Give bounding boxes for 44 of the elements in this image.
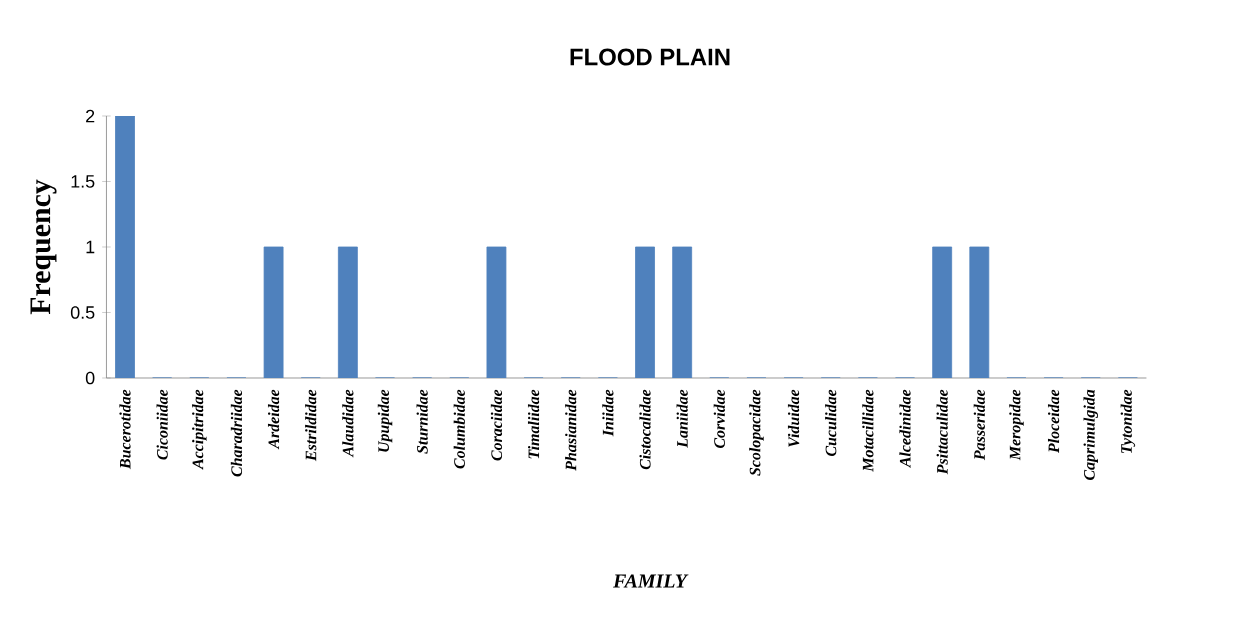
bar — [672, 246, 693, 378]
bar — [969, 246, 990, 378]
x-tick-label: Scolopacidae — [749, 389, 764, 476]
y-tick-label: 1 — [86, 240, 95, 254]
x-tick-label: Alcedinidae — [899, 389, 911, 469]
x-tick-label: Caprimulgida — [1083, 389, 1098, 480]
x-tick-label: Iniidae — [602, 389, 614, 437]
bar — [337, 246, 358, 378]
x-tick-label: Passeridae — [973, 389, 985, 461]
x-tick-label: Coraciidae — [490, 389, 503, 461]
x-tick-label: Viduidae — [787, 389, 800, 447]
bar — [115, 115, 135, 378]
x-tick-label: Motacillidae — [862, 389, 874, 472]
bar — [263, 246, 284, 378]
x-tick-label: Alaudidae — [342, 389, 354, 458]
x-tick-label: Ploceidae — [1047, 389, 1060, 454]
chart-title: FLOOD PLAIN — [570, 48, 730, 66]
y-tick-label: 0 — [85, 371, 95, 385]
y-axis-title: Frequency — [30, 179, 57, 315]
bar — [486, 246, 507, 378]
x-tick-label: Timaliidae — [527, 389, 540, 459]
y-tick-label: 1.5 — [71, 175, 95, 188]
x-tick-label: Phasianidae — [565, 389, 577, 471]
x-axis-title: FAMILY — [613, 574, 689, 588]
x-tick-label: Corvidae — [713, 389, 725, 449]
bar — [932, 246, 953, 378]
x-tick-label: Tytonidae — [1120, 389, 1136, 454]
x-tick-label: Columbidae — [453, 389, 465, 469]
x-tick-label: Accipitridae — [192, 389, 207, 470]
x-tick-label: Ciconiidae — [156, 389, 168, 460]
x-tick-label: Charadriidae — [230, 389, 243, 477]
x-tick-label: Cuculidae — [825, 389, 837, 457]
x-tick-label: Sturnidae — [416, 389, 428, 454]
x-tick-label: Upupidae — [377, 389, 393, 452]
x-tick-label: Bucerotidae — [119, 389, 131, 470]
x-tick-label: Cistocalidae — [639, 389, 651, 470]
bar — [635, 246, 655, 378]
x-tick-label: Ardeidae — [267, 389, 280, 450]
x-tick-label: Estrildidae — [305, 389, 317, 462]
y-tick-label: 0.5 — [70, 306, 95, 319]
x-tick-label: Meropidae — [1009, 389, 1024, 461]
y-tick-label: 2 — [86, 109, 95, 123]
x-tick-label: Psittaculidae — [936, 389, 948, 475]
x-tick-label: Laniidae — [676, 389, 688, 448]
